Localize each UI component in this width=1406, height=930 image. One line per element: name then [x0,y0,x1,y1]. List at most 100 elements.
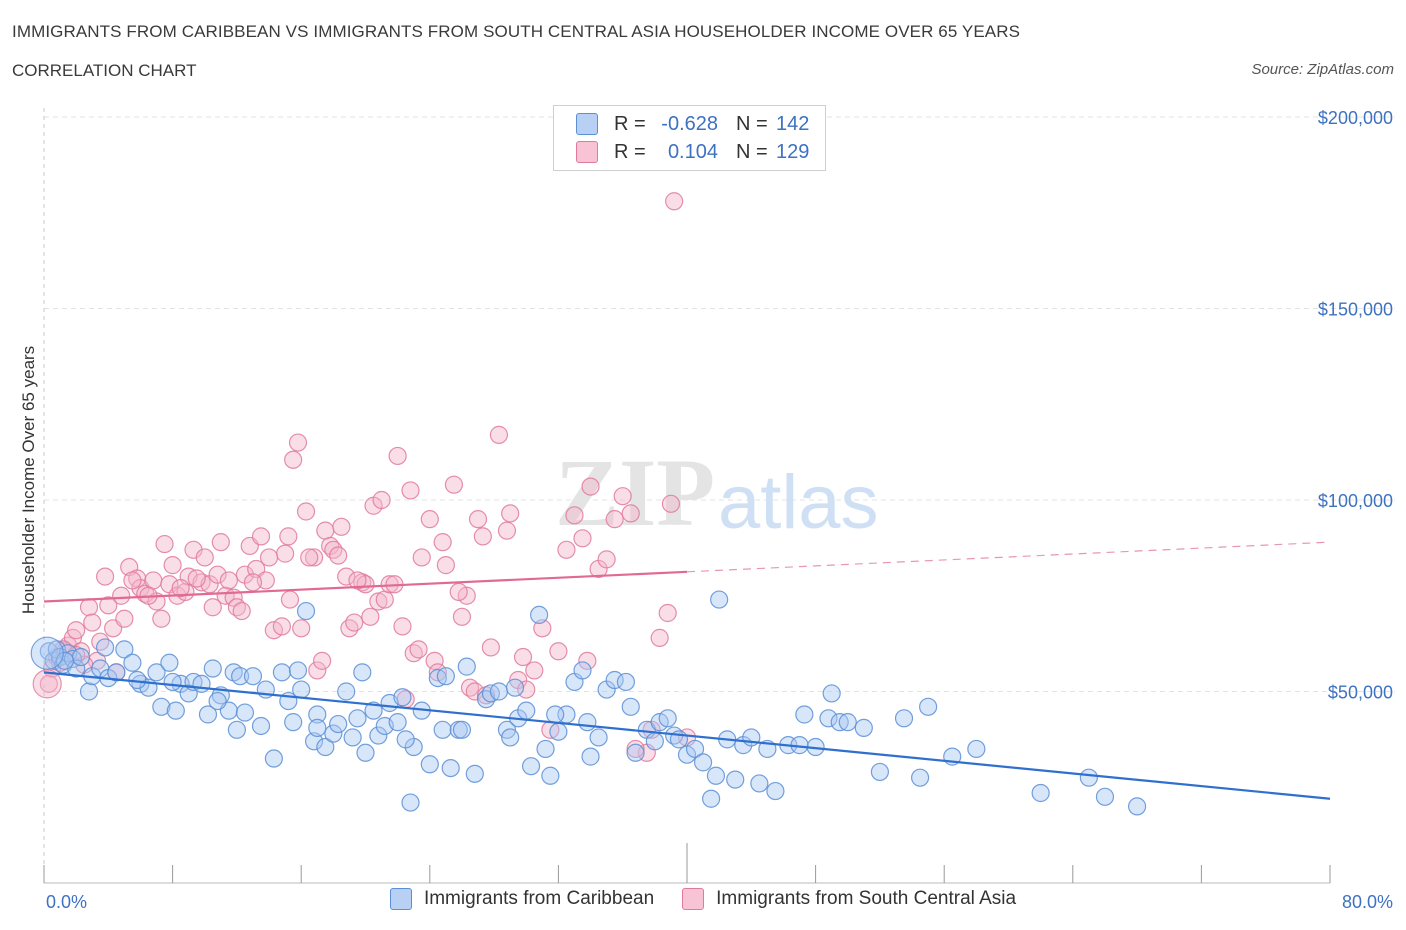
data-point [557,540,576,559]
data-point [489,682,509,701]
legend-swatch-blue [576,113,598,135]
legend-r-label: R = [614,112,646,135]
legend-row-caribbean: R = -0.628 N = 142 [576,110,809,138]
legend-item-south-central-asia[interactable]: Immigrants from South Central Asia [682,888,1016,910]
axes [43,108,1331,884]
data-point [211,533,230,552]
data-point [235,703,255,722]
data-point [83,613,102,632]
data-point [243,667,263,686]
data-point [115,609,134,628]
data-point [71,647,91,667]
data-point [626,739,645,759]
trend-line-south-central-asia [43,570,688,603]
legend-row-south-central-asia: R = 0.104 N = 129 [576,138,809,166]
data-point [324,540,343,559]
trend-line-south-central-asia-extension [686,541,1331,573]
y-axis-label: Householder Income Over 65 years [19,346,38,614]
data-point [452,607,472,626]
data-point [152,697,171,716]
legend-n-value-south-central-asia: 129 [776,140,810,163]
data-point [854,718,873,737]
legend-label-caribbean: Immigrants from Caribbean [423,888,655,909]
data-point [536,739,555,759]
data-point [112,586,131,605]
legend-n-value-caribbean: 142 [776,112,810,135]
data-point [329,714,348,734]
data-point [179,684,198,703]
data-point [279,527,298,546]
data-point [79,598,99,617]
data-point [766,781,785,801]
data-point [726,770,745,789]
legend-n-label: N = [736,140,768,163]
data-point [227,720,246,739]
data-point [30,636,64,670]
data-point [264,749,283,768]
data-point [436,667,455,686]
data-point [517,680,536,699]
data-point [685,739,705,759]
data-point [473,527,492,546]
data-point [304,548,324,567]
data-point [152,609,171,628]
data-point [284,450,303,469]
data-point [312,651,332,670]
data-point [706,766,726,785]
legend-n-label: N = [736,112,768,135]
data-point [465,764,484,783]
data-point [573,529,592,548]
data-point [353,663,372,682]
data-point [501,728,520,747]
legend-label-south-central-asia: Immigrants from South Central Asia [716,888,1017,909]
data-point [300,548,319,567]
data-point [870,762,890,782]
data-point [565,506,584,525]
data-point [292,680,311,699]
watermark-zip: ZIP [555,439,715,546]
data-point [343,728,362,747]
data-point [276,544,295,563]
data-point [605,510,624,529]
data-point [345,613,364,632]
data-point [288,433,308,452]
data-point [372,490,391,510]
data-point [369,592,388,611]
data-point [388,713,407,732]
data-point [251,716,271,736]
data-point [693,753,713,772]
data-point [393,617,412,636]
data-point [163,672,182,692]
data-point [324,724,343,743]
data-point [304,732,324,751]
data-point [425,651,444,670]
data-point [187,569,206,588]
data-point [541,766,560,785]
data-point [501,504,520,523]
data-point [292,619,311,638]
data-point [665,192,684,211]
data-point [288,661,308,680]
series-south-central-asia-points [32,192,697,762]
data-point [32,669,62,699]
y-tick-label: $50,000 [1328,683,1393,703]
data-point [894,709,914,728]
data-point [597,550,616,569]
legend-item-caribbean[interactable]: Immigrants from Caribbean [389,888,655,910]
data-point [329,546,348,565]
data-point [1031,783,1050,803]
data-point [296,601,316,621]
data-point [549,722,568,741]
data-point [589,728,608,747]
data-point [272,663,292,682]
data-point [420,755,439,774]
data-point [433,533,452,552]
data-point [605,670,624,690]
data-point [795,705,814,724]
y-tick-labels: $50,000 $100,000 $150,000 $200,000 [1318,108,1393,703]
y-tick-label: $200,000 [1318,108,1393,128]
y-tick-label: $150,000 [1318,300,1393,320]
data-point [919,697,938,716]
data-point [621,504,640,523]
data-point [364,701,383,720]
